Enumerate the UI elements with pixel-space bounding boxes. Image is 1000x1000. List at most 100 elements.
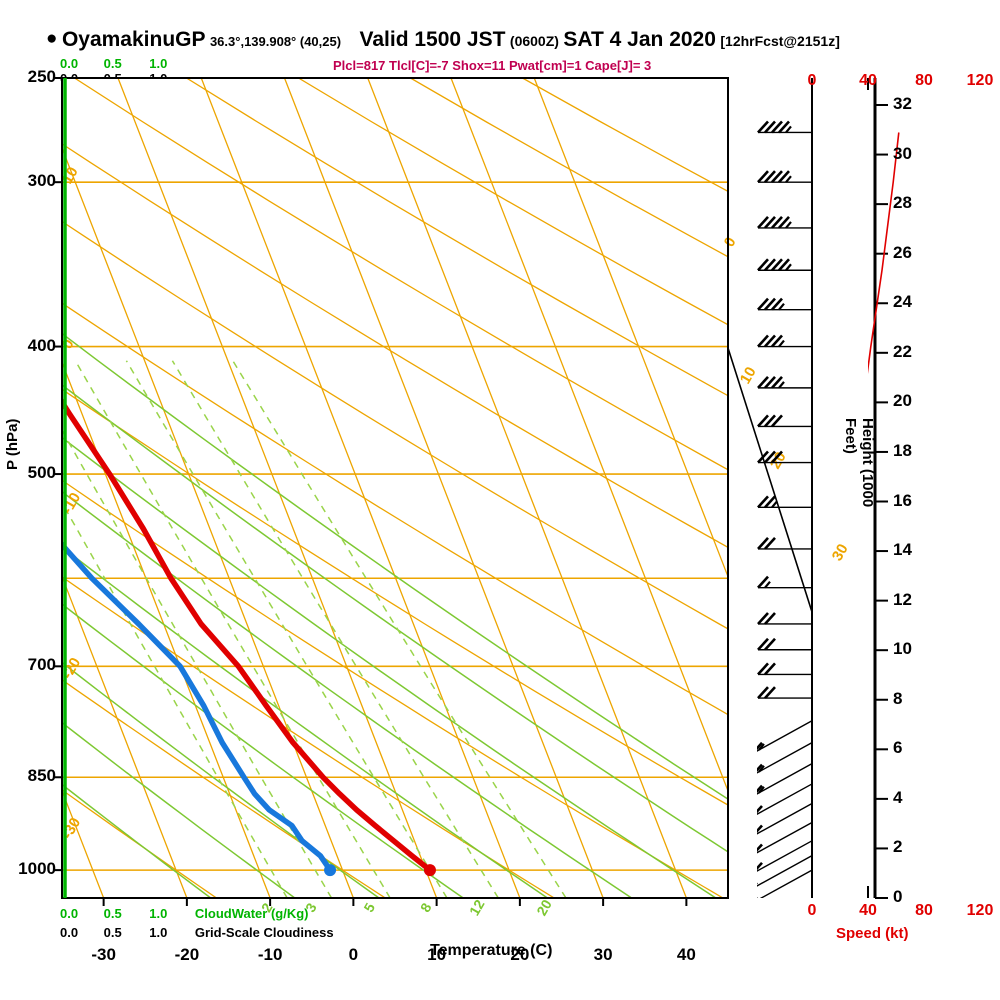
temperature-tick-label: 0 <box>348 945 359 964</box>
wind-barb <box>757 662 812 676</box>
mixing-ratio-label: 20 <box>533 897 555 919</box>
height-tick-label: 26 <box>893 242 912 262</box>
height-tick-label: 8 <box>893 688 903 708</box>
wind-barb <box>757 763 813 795</box>
isotherm-label: 20 <box>767 449 790 472</box>
temperature-tick-label: 10 <box>427 945 447 964</box>
temperature-axis-title: Temperature (C) <box>430 942 553 959</box>
pressure-tick-label: 250 <box>27 67 56 86</box>
height-tick-label: 18 <box>893 440 912 460</box>
temperature-tick-label: 30 <box>593 945 613 964</box>
bottom-cloudiness-title: Grid-Scale Cloudiness <box>194 925 334 940</box>
speed-tick-label: 120 <box>966 902 994 919</box>
temperature-tick-label: -30 <box>91 945 116 964</box>
temperature-tick-label: -20 <box>174 945 200 964</box>
mixing-ratio-lines <box>62 360 567 898</box>
top-cloudwater-scale: 0.0 0.5 1.0 <box>60 56 167 71</box>
station-marker-icon: ● <box>46 28 58 49</box>
bot-cw-1: 0.5 <box>103 906 122 921</box>
bot-cw-2: 1.0 <box>149 906 168 921</box>
height-tick-label: 0 <box>893 887 903 906</box>
temperature-tick-label: 20 <box>510 945 530 964</box>
dewpoint-surface-dot <box>324 864 337 877</box>
wind-barb <box>757 297 812 311</box>
wind-barb <box>757 120 812 134</box>
temperature-trace <box>62 396 433 873</box>
height-tick-label: 22 <box>893 341 912 361</box>
dewpoint-trace <box>62 540 333 873</box>
speed-tick-label: 80 <box>915 902 933 919</box>
pressure-tick-label: 850 <box>27 766 56 786</box>
top-cw-0: 0.0 <box>60 56 79 71</box>
wind-barb <box>757 537 812 550</box>
wind-barb <box>757 720 813 752</box>
wind-barb <box>757 686 812 699</box>
wind-barb <box>757 450 812 464</box>
pressure-tick-label: 500 <box>27 463 56 483</box>
height-tick-label: 28 <box>893 193 912 213</box>
height-axis-title: Height (1000 Feet) <box>842 418 876 508</box>
wind-barb <box>757 742 813 774</box>
pressure-tick-label: 400 <box>27 335 56 355</box>
valid-date: SAT 4 Jan 2020 <box>563 28 716 51</box>
speed-tick-label: 120 <box>966 72 994 89</box>
wind-barb <box>757 802 813 835</box>
mixing-ratio-label: 8 <box>417 900 435 915</box>
wind-barb <box>757 821 813 854</box>
height-ticks <box>875 104 888 899</box>
plot-frame <box>61 77 729 899</box>
bot-cw-0: 0.0 <box>60 906 79 921</box>
temperature-surface-dot <box>423 864 436 877</box>
surface-markers <box>324 864 436 877</box>
height-tick-label: 12 <box>893 589 912 609</box>
wind-envelope-line <box>727 347 813 613</box>
isotherm-label: 10 <box>737 364 760 387</box>
temperature-tick-label: 40 <box>676 945 696 964</box>
wind-barb <box>757 637 812 651</box>
station-coords: 36.3°,139.908° (40,25) <box>209 34 342 49</box>
speed-tick-label: 40 <box>859 902 877 919</box>
speed-axis-title: Speed (kt) <box>836 925 909 942</box>
bottom-cloudwater-title: CloudWater (g/Kg) <box>194 906 309 921</box>
mixing-ratio-label: 12 <box>466 897 488 919</box>
wind-speed-trace <box>868 132 900 374</box>
bottom-cloudiness-scale: 0.0 0.5 1.0 Grid-Scale Cloudiness <box>60 925 334 940</box>
speed-tick-label: 0 <box>807 72 817 89</box>
height-tick-label: 32 <box>893 94 912 113</box>
valid-utc: (0600Z) <box>509 33 559 49</box>
height-tick-label: 16 <box>893 490 912 510</box>
wind-barb <box>757 334 812 348</box>
wind-barb <box>757 783 813 815</box>
wind-barb <box>757 258 812 272</box>
valid-time: Valid 1500 JST <box>359 28 506 51</box>
wind-barb <box>757 840 813 872</box>
wind-barb <box>757 612 812 625</box>
wind-barb <box>757 376 812 389</box>
height-tick-label: 20 <box>893 391 912 411</box>
height-tick-label: 2 <box>893 837 903 857</box>
height-tick-label: 24 <box>893 292 912 312</box>
top-cw-2: 1.0 <box>149 56 168 71</box>
wind-barb <box>757 414 812 428</box>
speed-tick-label: 40 <box>859 72 877 89</box>
bot-gs-1: 0.5 <box>103 925 122 940</box>
wind-barb <box>757 495 812 509</box>
pressure-tick-label: 300 <box>27 171 56 191</box>
speed-ticks <box>811 78 869 898</box>
wind-barb <box>757 170 812 184</box>
pressure-tick-label: 700 <box>27 655 56 675</box>
temperature-tick-label: -10 <box>257 945 283 964</box>
height-tick-label: 4 <box>893 787 903 807</box>
moist-adiabat-lines <box>62 332 728 898</box>
height-tick-label: 10 <box>893 639 912 659</box>
wind-barb <box>757 869 813 898</box>
top-cw-1: 0.5 <box>103 56 122 71</box>
pressure-tick-label: 1000 <box>18 859 56 879</box>
bottom-cloudwater-scale: 0.0 0.5 1.0 CloudWater (g/Kg) <box>60 906 309 921</box>
temperature-ticks <box>102 898 688 906</box>
height-tick-label: 30 <box>893 143 912 163</box>
station-name: OyamakinuGP <box>61 28 206 51</box>
skewt-gridlines <box>62 78 728 898</box>
